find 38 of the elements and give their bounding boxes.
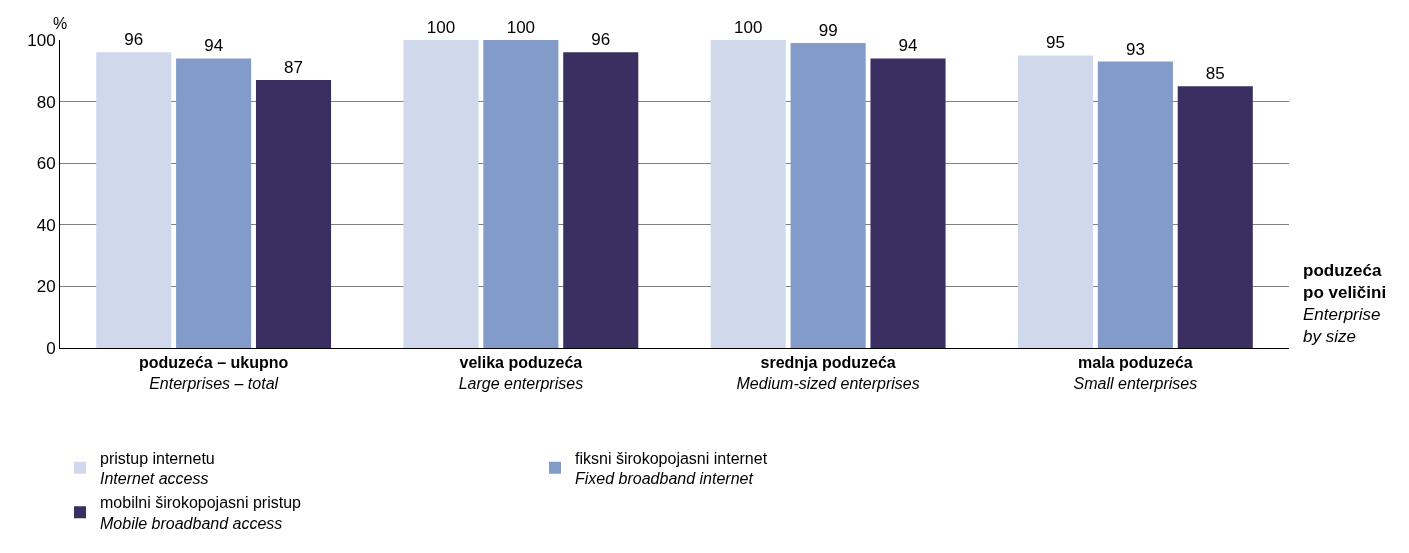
data-label: 94 [204,36,224,56]
bar [790,43,866,348]
data-label: 96 [591,30,611,50]
bar [710,40,786,348]
bar [176,58,252,348]
y-tick-label: 60 [36,154,56,174]
bar [563,52,639,348]
y-tick-label: 80 [36,92,56,112]
x-tick-label: srednja poduzeća Medium-sized enterprises [736,354,920,392]
x-axis-title: poduzeća po veličini Enterprise by size [1303,261,1387,347]
data-label: 95 [1046,33,1065,53]
legend-label: mobilni širokopojasni pristup Mobile broadband access [100,494,302,532]
y-tick-label: 100 [27,30,56,50]
y-axis-title: % [53,15,68,32]
x-tick-label: mala poduzeća Small enterprises [1073,354,1198,392]
data-label: 99 [818,21,838,41]
bar [870,58,946,348]
data-label: 87 [284,58,303,78]
data-label: 93 [1125,39,1145,59]
data-label: 94 [898,36,918,56]
bar [255,80,332,348]
y-tick-label: 0 [46,338,56,358]
bar [483,40,559,348]
bar [1177,86,1253,348]
legend-label: fiksni širokopojasni internet Fixed broadband internet [575,449,768,488]
x-tick-label: velika poduzeća Large enterprises [458,354,584,392]
bar [1017,55,1094,348]
bar [96,52,172,348]
y-tick-label: 20 [36,277,56,297]
data-label: 85 [1205,64,1225,84]
x-tick-label: poduzeća – ukupno Enterprises – total [138,354,289,392]
data-label: 100 [426,18,456,37]
bar [1097,61,1173,348]
y-tick-label: 40 [36,215,56,235]
data-label: 100 [734,18,763,37]
data-label: 96 [124,30,144,50]
bar [403,40,479,348]
data-label: 100 [506,18,536,37]
